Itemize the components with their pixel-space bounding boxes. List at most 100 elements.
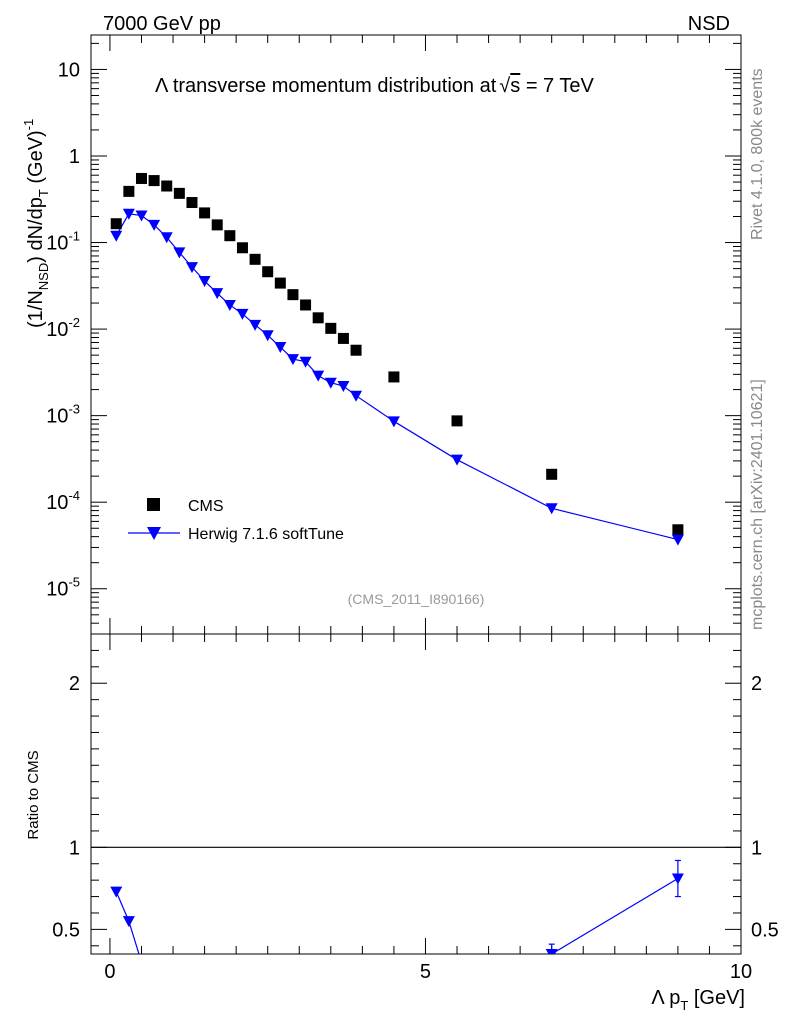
xlabel-part-a: Λ p <box>651 987 680 1009</box>
cms-data-point <box>224 230 236 242</box>
herwig-data-point <box>545 503 558 515</box>
ratio-data-point <box>671 873 684 885</box>
legend-cms-marker <box>147 498 160 511</box>
herwig-data-point <box>236 308 249 320</box>
ratio-frame <box>90 633 742 955</box>
y-tick-label-base: 10 <box>58 59 80 81</box>
xlabel-part-b: [GeV] <box>688 987 745 1009</box>
legend-herwig-marker <box>147 527 161 540</box>
herwig-data-point <box>198 275 211 287</box>
cms-data-point <box>337 332 349 344</box>
x-tick-label: 5 <box>420 961 431 983</box>
cms-data-point <box>274 277 286 289</box>
herwig-data-point <box>451 454 464 466</box>
cms-data-point <box>388 371 400 383</box>
herwig-data-point <box>249 319 262 331</box>
cms-data-point <box>186 197 198 209</box>
main-title-suffix: = 7 TeV <box>520 75 594 97</box>
herwig-data-point <box>324 377 337 389</box>
main-title-s: s <box>510 75 520 97</box>
ylabel-part-b: ) dN/dp <box>25 197 47 263</box>
herwig-data-point <box>173 247 186 259</box>
main-frame <box>90 34 742 635</box>
ratio-data-point <box>545 949 558 954</box>
cms-data-point <box>161 180 173 192</box>
rivet-label: Rivet 4.1.0, 800k events <box>749 68 766 240</box>
header-right: NSD <box>688 13 730 35</box>
y-tick-label-exp: -3 <box>68 402 80 417</box>
ratio-y-tick-label: 0.5 <box>52 919 80 941</box>
herwig-data-point <box>286 354 299 366</box>
legend-cms-label: CMS <box>188 498 224 515</box>
cms-data-point <box>199 207 211 219</box>
y-tick-label-base: 1 <box>69 146 80 168</box>
y-tick-label: 10-3 <box>46 402 80 428</box>
herwig-data-point <box>223 299 236 311</box>
ylabel-sup: -1 <box>21 119 36 131</box>
main-y-label: (1/NNSD) dN/dpT (GeV)-1 <box>21 119 51 328</box>
herwig-data-point <box>122 208 135 220</box>
ratio-y-tick-label: 2 <box>69 673 80 695</box>
y-tick-label-exp: -1 <box>68 229 80 244</box>
ratio-axes: 0 5 10 0.5 0.5 1 1 2 2 <box>52 633 779 983</box>
y-tick-label-base: 10 <box>46 319 68 341</box>
y-tick-label: 10-4 <box>46 488 80 514</box>
herwig-data-point <box>110 230 123 242</box>
cms-data-point <box>148 175 160 187</box>
x-tick-label: 10 <box>730 961 752 983</box>
y-tick-label: 1 <box>69 146 80 168</box>
ratio-data-point <box>122 916 135 928</box>
y-tick-label: 10 <box>58 59 80 81</box>
cms-data-point <box>123 185 135 197</box>
herwig-data-point <box>671 534 684 546</box>
cms-data-point <box>546 468 558 480</box>
y-tick-label-base: 10 <box>46 579 68 601</box>
cms-data-point <box>287 289 299 301</box>
cms-data-point <box>110 218 122 230</box>
herwig-data-point <box>160 232 173 244</box>
mcplots-label: mcplots.cern.ch [arXiv:2401.10621] <box>749 379 766 630</box>
y-tick-label-exp: -5 <box>68 575 80 590</box>
ylabel-sub2: T <box>36 189 51 197</box>
xlabel-sub: T <box>680 998 688 1013</box>
herwig-data-point <box>211 288 224 300</box>
y-tick-label-exp: -2 <box>68 315 80 330</box>
main-title-prefix: Λ transverse momentum distribution at <box>155 75 497 97</box>
herwig-data-point <box>337 381 350 393</box>
cms-data-point <box>312 312 324 324</box>
herwig-data-point <box>350 390 363 402</box>
herwig-data-point <box>185 262 198 274</box>
herwig-data-point <box>274 342 287 354</box>
ratio-y-label: Ratio to CMS <box>25 750 42 839</box>
x-axis-label: Λ pT [GeV] <box>651 987 745 1013</box>
y-tick-label: 10-1 <box>46 229 80 255</box>
ratio-marks <box>110 859 684 968</box>
cms-data-point <box>672 524 684 536</box>
ylabel-part-a: (1/N <box>25 290 47 328</box>
main-title-sqrt: √ <box>499 75 510 97</box>
y-tick-label-base: 10 <box>46 233 68 255</box>
ratio-series <box>110 859 684 968</box>
cms-data-point <box>262 266 274 278</box>
ratio-data-point <box>135 957 147 968</box>
ratio-data-point <box>110 886 123 898</box>
cms-data-point <box>249 253 261 265</box>
ratio-y-tick-label-right: 0.5 <box>751 919 779 941</box>
ratio-y-tick-label-right: 2 <box>751 673 762 695</box>
cms-data-point <box>173 187 185 199</box>
herwig-data-point <box>299 356 312 368</box>
header-left: 7000 GeV pp <box>103 13 221 35</box>
legend: CMS Herwig 7.1.6 softTune <box>128 498 344 543</box>
cms-data-point <box>325 322 337 334</box>
herwig-data-point <box>148 219 161 231</box>
ratio-y-tick-label: 1 <box>69 837 80 859</box>
cms-data-point <box>236 242 248 254</box>
y-tick-label-base: 10 <box>46 492 68 514</box>
cms-data-point <box>300 299 312 311</box>
y-tick-label-exp: -4 <box>68 488 80 503</box>
herwig-data-point <box>387 416 400 428</box>
herwig-data-point <box>261 330 274 342</box>
analysis-watermark: (CMS_2011_I890166) <box>348 591 485 607</box>
ratio-line-high <box>551 877 679 954</box>
